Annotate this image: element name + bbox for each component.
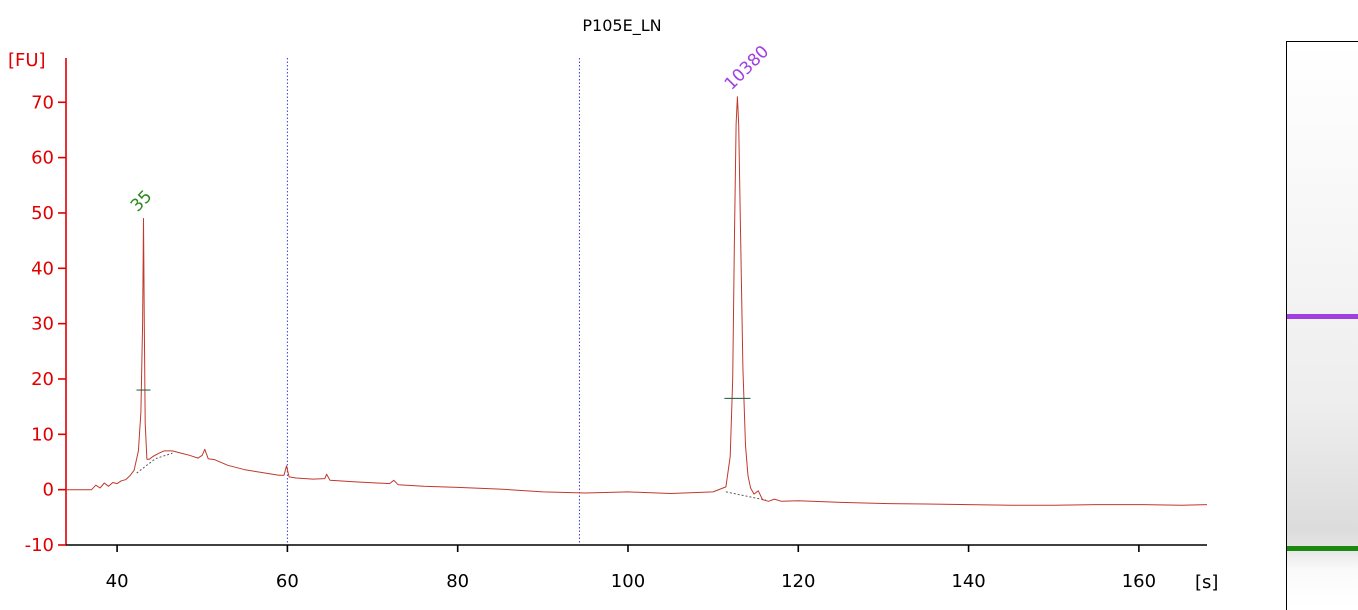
gel-band [1287, 314, 1358, 319]
x-axis-unit: [s] [1195, 572, 1218, 593]
peak-baseline [725, 491, 767, 501]
x-tick-label: 60 [276, 571, 299, 592]
x-axis-ticks: 40 60 80 100 120 140 160 [106, 545, 1156, 592]
y-axis-ticks: -10 0 10 20 30 40 50 60 70 [25, 92, 66, 556]
y-tick-label: 30 [31, 314, 54, 335]
signal-trace [66, 96, 1208, 506]
x-tick-label: 160 [1122, 571, 1156, 592]
chart-title: P105E_LN [582, 16, 661, 36]
x-tick-label: 80 [446, 571, 469, 592]
y-tick-label: -10 [25, 535, 54, 556]
peak-label: 10380 [721, 42, 773, 94]
y-tick-label: 60 [31, 148, 54, 169]
x-tick-label: 140 [951, 571, 985, 592]
x-tick-label: 40 [106, 571, 129, 592]
y-axis-unit: [FU] [8, 50, 46, 71]
y-tick-label: 50 [31, 203, 54, 224]
peak-label: 35 [127, 187, 156, 216]
y-tick-label: 0 [43, 480, 54, 501]
gel-band [1287, 546, 1358, 551]
y-tick-label: 10 [31, 424, 54, 445]
vertical-markers [286, 58, 580, 545]
x-tick-label: 120 [781, 571, 815, 592]
axes [65, 58, 1207, 546]
y-tick-label: 70 [31, 92, 54, 113]
x-tick-label: 100 [611, 571, 645, 592]
peak-annotations: 35 10380 [127, 42, 773, 399]
y-tick-label: 40 [31, 258, 54, 279]
electropherogram-chart: P105E_LN [FU] [s] -10 0 10 20 30 40 50 60 70 40 6… [8, 16, 1218, 593]
y-tick-label: 20 [31, 369, 54, 390]
peak-baselines [136, 452, 767, 501]
gel-lane [1286, 41, 1358, 610]
trace-group [66, 96, 1208, 506]
